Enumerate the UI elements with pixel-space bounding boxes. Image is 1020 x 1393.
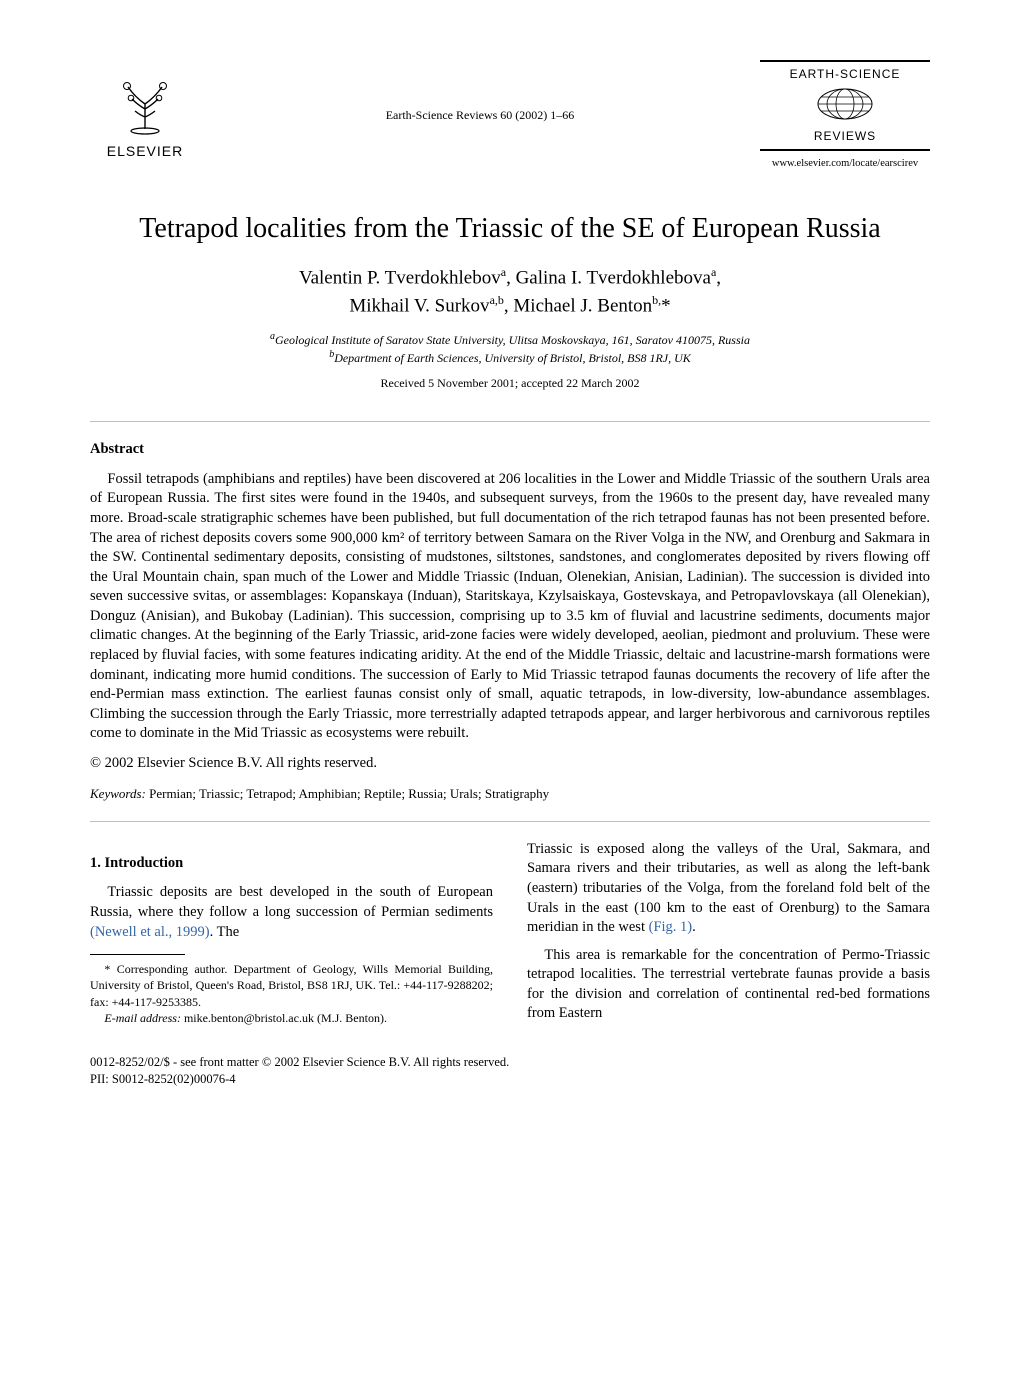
intro-right-1b: . [692, 919, 696, 935]
publisher-logo: ELSEVIER [90, 69, 200, 161]
footer-line-1: 0012-8252/02/$ - see front matter © 2002… [90, 1054, 930, 1071]
email-note: E-mail address: mike.benton@bristol.ac.u… [90, 1010, 493, 1026]
journal-citation: Earth-Science Reviews 60 (2002) 1–66 [200, 107, 760, 123]
email-value: mike.benton@bristol.ac.uk (M.J. Benton). [181, 1011, 387, 1025]
right-column: Triassic is exposed along the valleys of… [527, 840, 930, 1032]
author-sep-2: , [716, 267, 721, 288]
abstract-heading: Abstract [90, 440, 930, 460]
intro-right-1a: Triassic is exposed along the valleys of… [527, 841, 930, 935]
divider [90, 421, 930, 422]
authors: Valentin P. Tverdokhlebova, Galina I. Tv… [90, 264, 930, 320]
journal-logo-block: EARTH-SCIENCE REVIEWS www.elsevier.com/l… [760, 60, 930, 171]
divider [90, 821, 930, 822]
section-heading-intro: 1. Introduction [90, 854, 493, 874]
affiliations: aGeological Institute of Saratov State U… [90, 330, 930, 368]
left-column: 1. Introduction Triassic deposits are be… [90, 840, 493, 1032]
article-title: Tetrapod localities from the Triassic of… [90, 211, 930, 246]
intro-para-1: Triassic deposits are best developed in … [90, 883, 493, 942]
keywords-line: Keywords: Permian; Triassic; Tetrapod; A… [90, 785, 930, 803]
intro-text-1a: Triassic deposits are best developed in … [90, 884, 493, 920]
page-header: ELSEVIER Earth-Science Reviews 60 (2002)… [90, 60, 930, 171]
footnote-separator [90, 954, 185, 955]
body-columns: 1. Introduction Triassic deposits are be… [90, 840, 930, 1032]
author-sep-1: , Galina I. Tverdokhlebova [506, 267, 711, 288]
journal-logo-bottom: REVIEWS [760, 128, 930, 144]
article-dates: Received 5 November 2001; accepted 22 Ma… [90, 375, 930, 391]
abstract-body: Fossil tetrapods (amphibians and reptile… [90, 470, 930, 744]
page-footer: 0012-8252/02/$ - see front matter © 2002… [90, 1054, 930, 1088]
author-4-sup: b, [652, 293, 661, 307]
author-1: Valentin P. Tverdokhlebov [299, 267, 501, 288]
affiliation-a: Geological Institute of Saratov State Un… [275, 333, 750, 347]
journal-logo-top: EARTH-SCIENCE [760, 66, 930, 82]
intro-text-1b: . The [210, 924, 240, 940]
globe-icon [815, 87, 875, 121]
author-corr-mark: * [661, 295, 671, 316]
citation-link-newell[interactable]: (Newell et al., 1999) [90, 924, 210, 940]
footer-line-2: PII: S0012-8252(02)00076-4 [90, 1071, 930, 1088]
footnotes: * Corresponding author. Department of Ge… [90, 961, 493, 1026]
author-3-sup: a,b [490, 293, 504, 307]
figure-link-1[interactable]: (Fig. 1) [649, 919, 693, 935]
journal-logo: EARTH-SCIENCE REVIEWS [760, 60, 930, 151]
affiliation-b: Department of Earth Sciences, University… [334, 351, 691, 365]
author-sep-3: , Michael J. Benton [504, 295, 652, 316]
keywords-text: Permian; Triassic; Tetrapod; Amphibian; … [146, 786, 549, 801]
journal-url: www.elsevier.com/locate/earscirev [760, 157, 930, 171]
publisher-name: ELSEVIER [90, 142, 200, 161]
intro-para-2: This area is remarkable for the concentr… [527, 946, 930, 1024]
corresponding-author-note: * Corresponding author. Department of Ge… [90, 961, 493, 1010]
keywords-label: Keywords: [90, 786, 146, 801]
author-3: Mikhail V. Surkov [349, 295, 489, 316]
email-label: E-mail address: [104, 1011, 181, 1025]
intro-para-1-cont: Triassic is exposed along the valleys of… [527, 840, 930, 938]
elsevier-tree-icon [110, 69, 180, 139]
abstract-copyright: © 2002 Elsevier Science B.V. All rights … [90, 754, 930, 774]
